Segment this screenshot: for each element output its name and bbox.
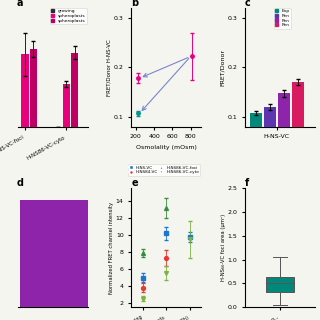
Text: f: f [245,179,249,188]
Bar [21,54,29,127]
Text: c: c [245,0,251,8]
Y-axis label: Normalized FRET channel intensity: Normalized FRET channel intensity [109,202,115,294]
Bar [30,49,37,127]
Bar [264,107,276,166]
Bar [71,52,78,127]
Text: b: b [131,0,139,8]
Legend: growing, spheroplasts, spheroplasts: growing, spheroplasts, spheroplasts [50,8,87,24]
Bar [63,84,70,127]
Bar [250,113,261,166]
X-axis label: Osmolality (mOsm): Osmolality (mOsm) [136,145,197,150]
Legend: H-NS-VC, H-NS84-VC, H-NS86-VC-foci, H-NS86-VC-cyto: H-NS-VC, H-NS84-VC, H-NS86-VC-foci, H-NS… [128,164,200,176]
Y-axis label: H-NS₆₆-VC foci area (μm²): H-NS₆₆-VC foci area (μm²) [221,214,226,282]
Bar [292,82,304,166]
Text: a: a [16,0,23,8]
Text: d: d [16,179,23,188]
Bar [266,277,294,292]
Y-axis label: FRET/Donor: FRET/Donor [220,49,225,86]
Text: e: e [131,179,138,188]
Y-axis label: FRET/Donor H-NS-VC: FRET/Donor H-NS-VC [106,39,111,96]
Bar [278,93,290,166]
Legend: Exp, Pen, Pen, Pen: Exp, Pen, Pen, Pen [274,8,292,28]
